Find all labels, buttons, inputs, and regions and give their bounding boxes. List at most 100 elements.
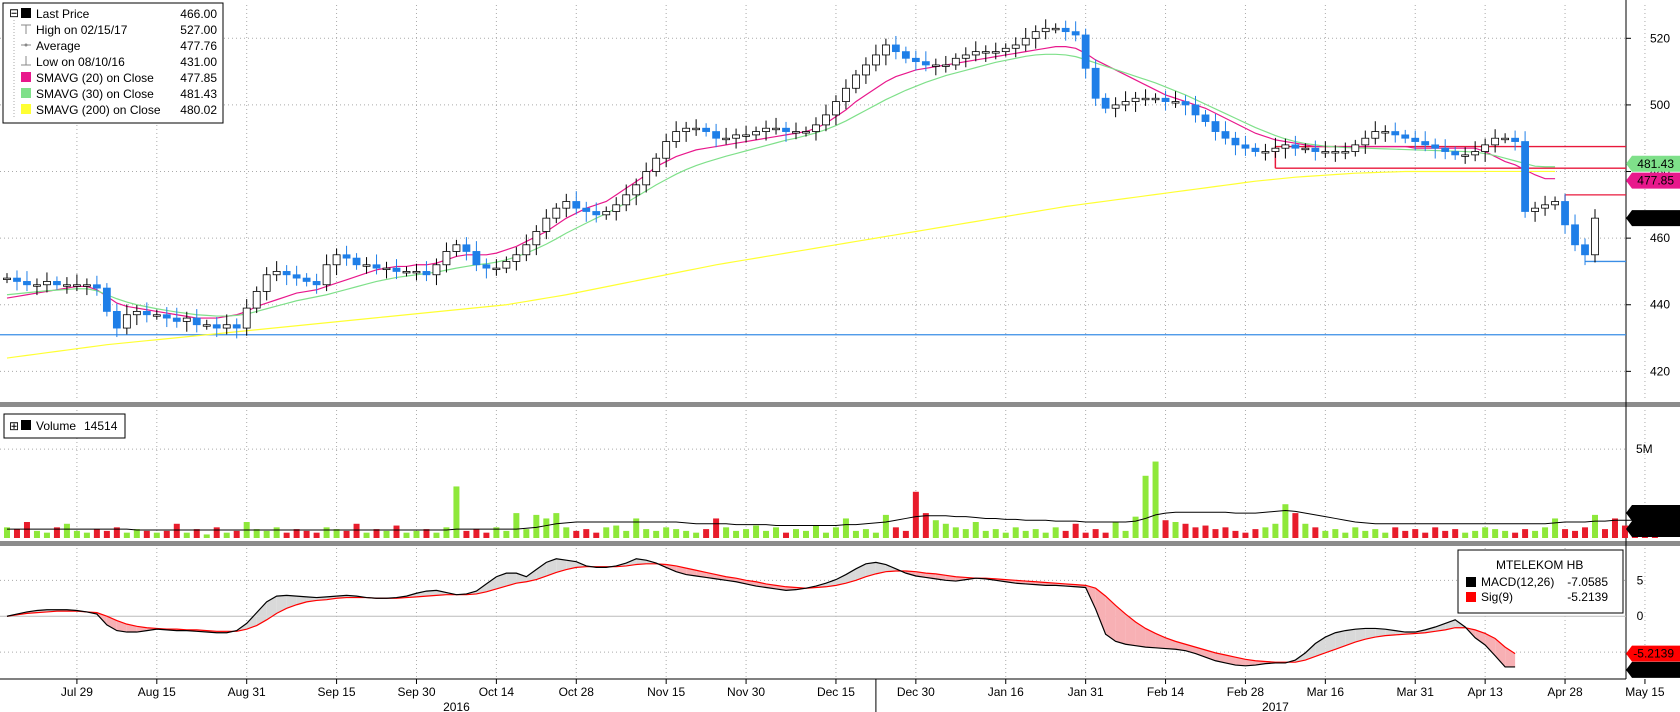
candle-body: [692, 127, 701, 131]
volume-bar: [433, 532, 440, 538]
volume-bar: [313, 532, 320, 538]
candle-body: [1441, 147, 1450, 152]
volume-bar: [1512, 532, 1519, 538]
volume-bar: [1482, 527, 1489, 538]
x-axis-label: Aug 15: [138, 685, 176, 699]
volume-bar: [1542, 527, 1549, 538]
candle-body: [282, 271, 291, 276]
candle-body: [891, 44, 900, 53]
volume-bar: [1621, 525, 1628, 538]
candle-body: [941, 64, 950, 67]
x-axis-label: Aug 31: [228, 685, 266, 699]
candle-body: [3, 277, 11, 281]
candle-body: [1201, 114, 1210, 122]
macd-histogram-fill: [536, 562, 547, 580]
macd-histogram-fill: [256, 601, 267, 626]
volume-bar: [1611, 518, 1618, 538]
candle-body: [832, 101, 840, 116]
panel-separator[interactable]: [0, 541, 1680, 546]
volume-bar: [283, 532, 290, 538]
volume-bar: [1092, 529, 1099, 538]
candle-body: [1501, 137, 1510, 141]
volume-bar: [33, 530, 40, 538]
price-legend-value: 527.00: [180, 23, 217, 37]
candle-body: [43, 281, 51, 286]
collapse-icon[interactable]: ⊟: [9, 6, 19, 20]
volume-bar: [1012, 527, 1019, 538]
candle-body: [362, 264, 371, 267]
macd-histogram-fill: [426, 590, 437, 597]
candle-body: [1511, 137, 1520, 142]
candle-body: [1401, 134, 1410, 139]
volume-bar: [1262, 527, 1269, 538]
volume-bar: [663, 527, 670, 538]
macd-histogram-fill: [1435, 623, 1446, 632]
volume-bar: [553, 513, 560, 538]
volume-bar: [523, 529, 530, 538]
volume-bar: [383, 530, 390, 538]
macd-histogram-fill: [825, 579, 836, 587]
volume-bar: [583, 529, 590, 538]
volume-bar: [1282, 504, 1289, 538]
volume-bar: [1552, 518, 1559, 538]
macd-histogram-fill: [546, 558, 557, 577]
candle-body: [472, 251, 481, 266]
sig-legend-swatch: [1466, 592, 1476, 602]
candle-body: [1541, 204, 1549, 209]
volume-average-tag: 1.307M: [1626, 505, 1680, 521]
candle-body: [342, 254, 351, 259]
volume-plot: [3, 461, 1658, 538]
candle-body: [1431, 144, 1440, 149]
macd-legend-box: [1457, 549, 1624, 614]
macd-legend-title: MTELEKOM HB: [1496, 558, 1583, 572]
macd-histogram-fill: [1355, 628, 1366, 643]
volume-bar: [1352, 527, 1359, 538]
macd-legend[interactable]: MTELEKOM HB MACD(12,26) -7.0585 Sig(9) -…: [1457, 549, 1624, 614]
candle-body: [382, 267, 391, 271]
legend-swatch: [21, 72, 31, 82]
candle-body: [502, 261, 511, 269]
volume-bar: [533, 514, 540, 538]
candle-body: [712, 131, 721, 139]
volume-bar: [213, 527, 220, 538]
price-legend[interactable]: Last Price 466.00 High on 02/15/17 527.00 Av…: [2, 2, 224, 124]
expand-icon[interactable]: ⊞: [9, 419, 19, 433]
candle-body: [1081, 34, 1090, 69]
moving-average-line: [6, 170, 1556, 359]
volume-bar: [753, 525, 760, 538]
candle-body: [1491, 137, 1500, 146]
candle-body: [192, 317, 201, 326]
volume-bar: [1362, 530, 1369, 538]
volume-legend[interactable]: ⊞ Volume 14514: [3, 413, 126, 439]
candle-body: [172, 317, 181, 322]
price-legend-label: SMAVG (200) on Close: [36, 103, 161, 117]
candle-body: [672, 131, 681, 142]
volume-bar: [1442, 530, 1449, 538]
macd-histogram-fill: [875, 562, 886, 574]
x-axis-label: Oct 14: [479, 685, 515, 699]
value-tag-shape: [1626, 661, 1680, 678]
volume-bar: [463, 530, 470, 538]
price-legend-row: SMAVG (200) on Close 480.02: [21, 103, 217, 117]
panel-separator[interactable]: [0, 402, 1680, 407]
candle-body: [292, 274, 301, 279]
volume-bar: [3, 527, 10, 538]
candle-body: [73, 284, 81, 287]
high-marker-icon: [21, 24, 31, 34]
value-tags: 481.43 477.85 466.00 1.307M 14514 -5.2139 -7.0…: [1626, 155, 1680, 678]
candle-body: [562, 201, 571, 209]
candle-body: [1261, 151, 1270, 154]
value-tag-label: -7.0585: [1633, 663, 1674, 677]
volume-bar: [1502, 530, 1509, 538]
candle-body: [1111, 104, 1120, 109]
volume-bar: [323, 527, 330, 538]
volume-bar: [1322, 530, 1329, 538]
candle-body: [1241, 144, 1250, 149]
volume-bar: [293, 529, 300, 538]
volume-bar: [393, 525, 400, 538]
macd-histogram-fill: [1115, 605, 1126, 645]
candle-body: [312, 281, 321, 286]
volume-bar: [972, 522, 979, 538]
moving-average-line: [6, 46, 1556, 319]
candle-body: [772, 127, 780, 131]
